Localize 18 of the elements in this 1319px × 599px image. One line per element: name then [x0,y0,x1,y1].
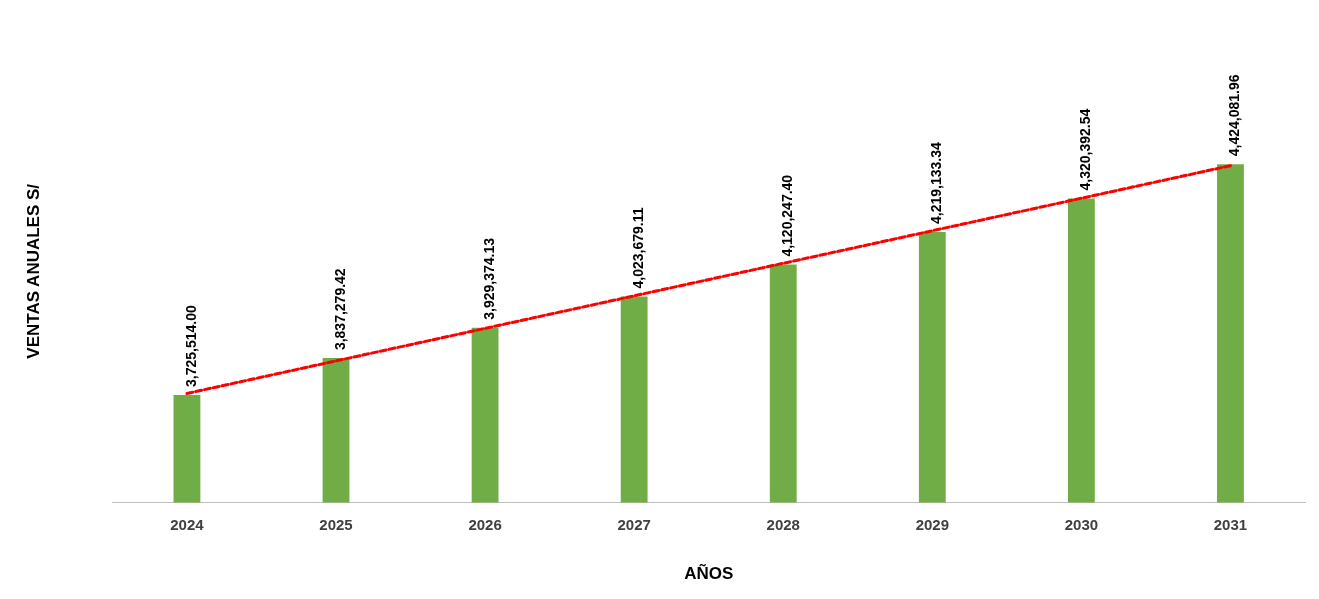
data-label: 3,725,514.00 [182,305,199,388]
x-tick-label: 2025 [319,515,353,533]
data-label: 4,424,081.96 [1226,74,1243,157]
data-label: 4,320,392.54 [1077,108,1094,191]
data-label: 4,120,247.40 [779,174,796,257]
x-tick-label: 2029 [915,515,949,533]
data-label: 3,929,374.13 [480,237,497,320]
x-tick-label: 2031 [1213,515,1248,533]
data-label: 4,023,679.11 [630,207,647,289]
data-label: 4,219,133.34 [928,141,945,224]
x-tick-label: 2028 [766,515,800,533]
y-axis-title: VENTAS ANUALES S/ [23,183,43,359]
data-label: 3,837,279.42 [331,268,348,351]
x-axis-title: AÑOS [684,563,734,584]
x-tick-label: 2024 [170,515,205,533]
x-tick-label: 2027 [617,515,651,533]
x-tick-label: 2030 [1064,515,1099,533]
x-tick-label: 2026 [468,515,502,533]
